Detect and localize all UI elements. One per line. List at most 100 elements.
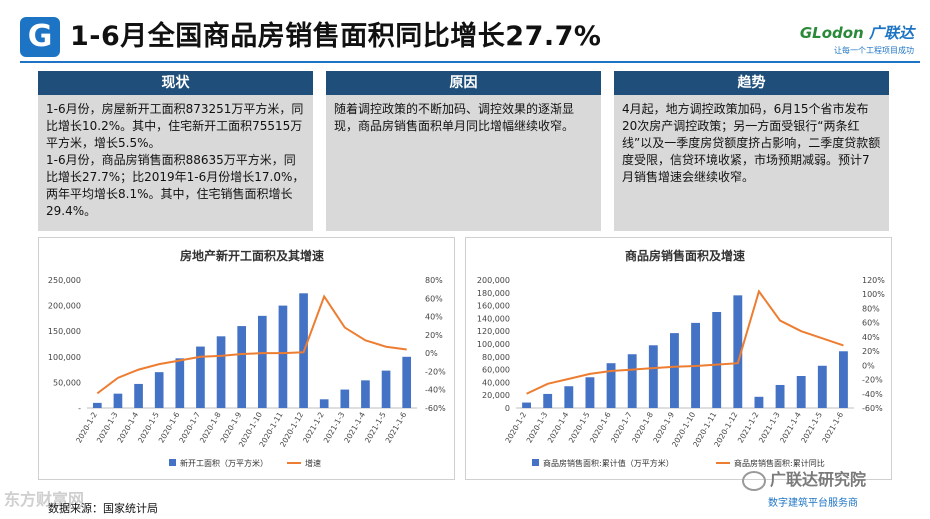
series-line bbox=[96, 294, 407, 395]
bar bbox=[606, 363, 616, 408]
bar bbox=[543, 393, 553, 408]
y-right-tick-label: 20% bbox=[425, 331, 443, 340]
y-right-tick-label: 40% bbox=[425, 313, 443, 322]
y-right-tick-label: -60% bbox=[862, 404, 883, 413]
card-reason: 原因 随着调控政策的不断加码、调控效果的逐渐显现，商品房销售面积单月同比增幅继续… bbox=[326, 71, 601, 231]
y-right-tick-label: 60% bbox=[425, 294, 443, 303]
chart-title: 房地产新开工面积及其增速 bbox=[180, 248, 324, 263]
bar bbox=[340, 389, 350, 408]
y-left-tick-label: 160,000 bbox=[477, 302, 510, 311]
bar bbox=[381, 370, 391, 408]
y-left-tick-label: 60,000 bbox=[482, 366, 510, 375]
brand-latin: GLodon bbox=[799, 24, 864, 42]
y-left-tick-label: 250,000 bbox=[48, 276, 81, 285]
bar bbox=[319, 399, 329, 408]
data-source: 数据来源：国家统计局 bbox=[48, 502, 158, 515]
bar bbox=[237, 326, 247, 408]
wechat-icon bbox=[742, 470, 766, 491]
bar bbox=[92, 402, 102, 408]
bar bbox=[648, 345, 658, 408]
y-left-tick-label: 40,000 bbox=[482, 378, 510, 387]
legend-bar-swatch bbox=[532, 459, 539, 466]
brand-logo: GLodon 广联达 让每一个工程项目成功 bbox=[800, 22, 914, 56]
watermark-left: 东方财富网 bbox=[4, 490, 85, 509]
y-left-tick-label: 180,000 bbox=[477, 289, 510, 298]
bar bbox=[402, 356, 412, 408]
chart-sales-area-svg: 商品房销售面积及增速 0 20,000 40,000 60,000 80,000 100,0… bbox=[477, 248, 885, 468]
y-right-tick-label: 40% bbox=[862, 333, 880, 342]
chart-sales-area: 商品房销售面积及增速 0 20,000 40,000 60,000 80,000 100,0… bbox=[465, 237, 892, 480]
y-left-tick-label: 80,000 bbox=[482, 353, 510, 362]
y-right-tick-label: 80% bbox=[862, 304, 880, 313]
bar bbox=[839, 351, 848, 408]
chart-new-construction: 房地产新开工面积及其增速 - 50,000 100,000 150,000 200,000… bbox=[38, 237, 455, 480]
brand-cn: 广联达 bbox=[868, 24, 914, 42]
bar bbox=[257, 315, 267, 408]
series-line bbox=[526, 289, 844, 395]
bar bbox=[796, 376, 806, 408]
y-right-tick-label: 60% bbox=[862, 319, 880, 328]
card-status: 现状 1-6月份，房屋新开工面积873251万平方米，同比增长10.2%。其中，… bbox=[38, 71, 313, 231]
watermark-right: 广联达研究院 数字建筑平台服务商 bbox=[742, 466, 866, 510]
y-right-tick-label: -40% bbox=[425, 386, 446, 395]
y-right-tick-label: -20% bbox=[862, 376, 883, 385]
bar bbox=[775, 384, 785, 408]
bar bbox=[754, 396, 764, 408]
title-divider bbox=[20, 61, 920, 63]
bar bbox=[585, 377, 595, 408]
y-left-tick-label: 50,000 bbox=[53, 378, 81, 387]
legend-bar-swatch bbox=[169, 459, 176, 466]
card-heading: 现状 bbox=[38, 71, 313, 95]
bar bbox=[670, 333, 679, 408]
bar bbox=[134, 383, 143, 408]
watermark-name: 广联达研究院 bbox=[770, 470, 867, 489]
y-left-tick-label: - bbox=[78, 404, 81, 413]
y-left-tick-label: 0 bbox=[505, 404, 510, 413]
y-right-tick-label: 80% bbox=[425, 276, 443, 285]
x-tick-label: 2021-1-6 bbox=[820, 410, 845, 444]
bar bbox=[627, 354, 637, 408]
y-right-tick-label: 0% bbox=[425, 349, 438, 358]
legend-line-label: 商品房销售面积:累计同比 bbox=[734, 458, 825, 468]
card-trend: 趋势 4月起，地方调控政策加码，6月15个省市发布20次房产调控政策；另一方面受… bbox=[614, 71, 889, 231]
bar bbox=[216, 336, 226, 408]
bar bbox=[712, 312, 722, 408]
chart-new-construction-svg: 房地产新开工面积及其增速 - 50,000 100,000 150,000 200,000… bbox=[48, 248, 446, 468]
bar bbox=[154, 372, 164, 408]
brand-slogan: 让每一个工程项目成功 bbox=[834, 46, 914, 55]
y-left-tick-label: 100,000 bbox=[48, 353, 81, 362]
bar bbox=[113, 393, 123, 408]
y-left-tick-label: 200,000 bbox=[48, 302, 81, 311]
card-text: 4月起，地方调控政策加码，6月15个省市发布20次房产调控政策；另一方面受银行“… bbox=[622, 102, 881, 184]
y-right-tick-label: -40% bbox=[862, 390, 883, 399]
y-right-tick-label: 20% bbox=[862, 347, 880, 356]
card-text: 1-6月份，房屋新开工面积873251万平方米，同比增长10.2%。其中，住宅新… bbox=[46, 102, 305, 218]
page-title: 1-6月全国商品房销售面积同比增长27.7% bbox=[70, 21, 602, 52]
card-text: 随着调控政策的不断加码、调控效果的逐渐显现，商品房销售面积单月同比增幅继续收窄。 bbox=[334, 102, 575, 133]
bar bbox=[361, 380, 370, 408]
bar bbox=[522, 402, 531, 408]
bar bbox=[817, 365, 827, 408]
y-right-tick-label: -20% bbox=[425, 367, 446, 376]
chart-title: 商品房销售面积及增速 bbox=[625, 248, 745, 263]
y-left-tick-label: 140,000 bbox=[477, 314, 510, 323]
logo-icon: G bbox=[20, 17, 60, 57]
watermark-subtitle: 数字建筑平台服务商 bbox=[768, 497, 858, 509]
bar bbox=[564, 386, 574, 408]
y-left-tick-label: 20,000 bbox=[482, 391, 510, 400]
y-right-tick-label: -60% bbox=[425, 404, 446, 413]
y-left-tick-label: 120,000 bbox=[477, 327, 510, 336]
y-right-tick-label: 120% bbox=[862, 276, 885, 285]
bar bbox=[733, 295, 743, 408]
y-left-tick-label: 100,000 bbox=[477, 340, 510, 349]
card-heading: 趋势 bbox=[614, 71, 889, 95]
y-left-tick-label: 200,000 bbox=[477, 276, 510, 285]
card-heading: 原因 bbox=[326, 71, 601, 95]
bar bbox=[175, 358, 185, 408]
bar bbox=[196, 346, 205, 408]
y-left-tick-label: 150,000 bbox=[48, 327, 81, 336]
bar bbox=[278, 305, 288, 408]
legend-bar-label: 新开工面积（万平方米） bbox=[180, 458, 268, 468]
y-right-tick-label: 0% bbox=[862, 361, 875, 370]
y-right-tick-label: 100% bbox=[862, 290, 885, 299]
